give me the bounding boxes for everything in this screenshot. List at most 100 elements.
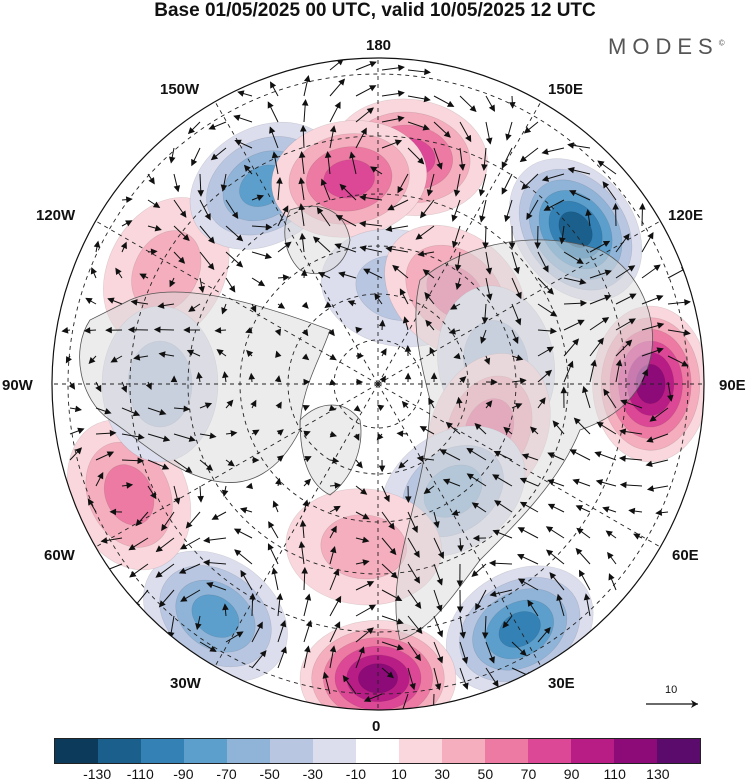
meridians xyxy=(52,58,704,710)
wind-vector-head xyxy=(547,452,555,459)
wind-vector-head xyxy=(216,349,224,356)
wind-vector-head xyxy=(448,328,456,335)
wind-vector-head xyxy=(334,621,341,629)
meridian-line xyxy=(377,383,662,548)
wind-vector-head xyxy=(481,164,488,172)
wind-vector-head xyxy=(155,571,163,578)
wind-vector-head xyxy=(275,350,282,358)
wind-vector-head xyxy=(90,267,97,275)
meridian-line xyxy=(94,383,379,548)
wind-vector-head xyxy=(414,653,422,662)
wind-vector-head xyxy=(256,194,264,201)
wind-vector-head xyxy=(580,299,588,307)
wind-vector-head xyxy=(334,101,341,109)
wind-vector-head xyxy=(328,404,337,412)
wind-vector-head xyxy=(649,415,657,422)
wind-vector-head xyxy=(370,166,378,173)
colorbar-swatch xyxy=(141,739,184,763)
wind-vector-head xyxy=(417,157,425,165)
wind-vector-head xyxy=(390,571,398,579)
wind-vector-head xyxy=(237,90,245,97)
colorbar-swatch xyxy=(98,739,141,763)
wind-vector-head xyxy=(597,160,605,168)
wind-vector-head xyxy=(204,402,213,409)
colorbar xyxy=(54,738,701,764)
wind-vector-head xyxy=(329,645,337,653)
wind-vector-head xyxy=(304,478,312,486)
wind-vector-head xyxy=(404,345,412,352)
lon-label-90w: 90W xyxy=(2,377,33,394)
wind-vector-head xyxy=(590,359,597,367)
wind-vector-head xyxy=(303,430,311,437)
wind-vector-head xyxy=(419,426,427,433)
wind-vector-head xyxy=(602,181,610,189)
wind-vector-head xyxy=(106,451,115,458)
wind-vector-head xyxy=(135,519,143,527)
wind-vector-head xyxy=(515,318,522,326)
lon-label-120w: 120W xyxy=(36,207,76,224)
wind-vector-head xyxy=(653,264,661,272)
wind-vector-head xyxy=(353,433,360,441)
map-title: Base 01/05/2025 00 UTC, valid 10/05/2025… xyxy=(154,0,596,21)
lon-label-0: 0 xyxy=(372,718,381,735)
wind-vector-head xyxy=(424,291,432,300)
wind-vector-head xyxy=(422,124,430,131)
wind-vector-head xyxy=(274,328,282,337)
wind-vector-head xyxy=(436,162,443,170)
colorbar-swatch xyxy=(227,739,270,763)
wind-vector-head xyxy=(541,175,550,182)
wind-vector-head xyxy=(436,630,444,638)
wind-vector-head xyxy=(485,137,493,145)
wind-vector-head xyxy=(207,262,215,271)
wind-vector-head xyxy=(304,645,311,653)
wind-vector-head xyxy=(185,466,193,473)
wind-vector-head xyxy=(130,299,138,306)
wind-vector-head xyxy=(298,151,306,158)
wind-vector-head xyxy=(220,184,228,192)
wind-vector-head xyxy=(455,282,462,290)
wind-vector-head xyxy=(228,285,236,293)
wind-vector-head xyxy=(271,567,278,575)
wind-vector-head xyxy=(208,123,216,130)
wind-vector-head xyxy=(204,213,211,221)
wind-vector-head xyxy=(483,357,491,365)
wind-vector-head xyxy=(300,269,308,276)
wind-vector-head xyxy=(556,593,563,602)
wind-vector-head xyxy=(628,507,636,515)
meridian-line xyxy=(214,100,379,385)
wind-vector-head xyxy=(645,460,653,468)
wind-vector-head xyxy=(301,301,309,309)
wind-vector-head xyxy=(519,477,528,484)
wind-vector-head xyxy=(446,100,455,107)
colorbar-tick-label: 10 xyxy=(391,766,407,782)
wind-vector-head xyxy=(300,124,307,132)
colorbar-tick-label: 70 xyxy=(520,766,537,782)
wind-vector-head xyxy=(397,90,405,97)
reference-vector-arrow xyxy=(646,700,698,708)
wind-vector-head xyxy=(628,318,636,325)
wind-vector-head xyxy=(121,385,128,393)
wind-vector-head xyxy=(362,559,370,566)
wind-vector-head xyxy=(100,537,108,544)
colorbar-tick-label: 90 xyxy=(563,766,580,782)
wind-vector-head xyxy=(409,682,416,691)
wind-vector-head xyxy=(303,75,311,83)
wind-vector-head xyxy=(656,294,664,302)
wind-vector-head xyxy=(210,153,219,161)
wind-vector-head xyxy=(85,297,93,304)
wind-vector-head xyxy=(492,474,500,481)
wind-vector-head xyxy=(88,356,96,365)
wind-vector-head xyxy=(342,675,350,683)
wind-vector-head xyxy=(480,336,487,344)
wind-vector-head xyxy=(657,322,665,329)
colorbar-swatch xyxy=(614,739,657,763)
wind-vector-head xyxy=(453,189,461,197)
wind-vector-head xyxy=(284,241,292,249)
wind-vector-head xyxy=(416,455,424,462)
wind-vector-head xyxy=(439,449,447,456)
wind-vector-head xyxy=(196,371,203,379)
wind-vector-head xyxy=(376,433,384,441)
colorbar-tick-label: -50 xyxy=(259,766,280,782)
wind-vector-head xyxy=(546,287,554,295)
wind-vector-head xyxy=(369,61,377,68)
